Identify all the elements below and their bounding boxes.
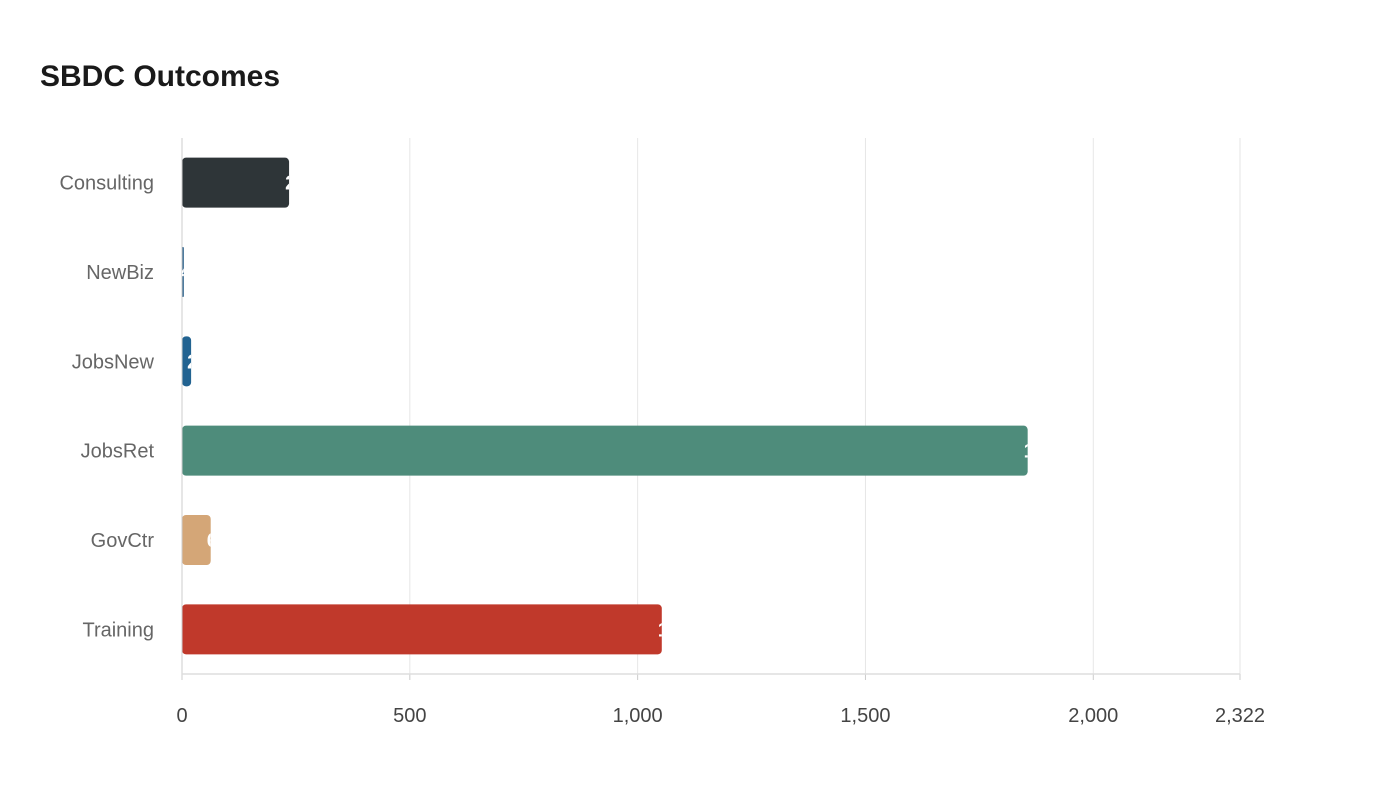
bar-jobsnew [182,336,192,387]
bar-consulting [182,157,290,208]
data-label: 63 [207,530,229,552]
data-label: 235 [285,173,318,195]
data-label: 20 [187,351,209,373]
x-tick-label: 2,322 [1215,705,1265,727]
bar-training [182,604,662,655]
bar-jobsret [182,425,1028,476]
category-label: NewBiz [86,262,154,284]
data-label: 1,856 [1024,441,1074,463]
data-label: 1,053 [658,619,708,641]
category-label: JobsRet [81,441,155,463]
gridlines [409,138,1241,674]
x-tick-label: 500 [393,705,426,727]
data-label: 4 [180,262,192,284]
x-tick-label: 2,000 [1068,705,1118,727]
bars [182,157,1028,655]
x-tick-label: 1,500 [840,705,890,727]
axes [181,138,1241,680]
category-label: Consulting [59,173,154,195]
bar-govctr [182,515,211,565]
labels: 0 500 1,000 1,500 2,000 2,322 Consulting 235 New… [59,173,1265,727]
chart-title: SBDC Outcomes [40,60,281,93]
x-tick-label: 1,000 [613,705,663,727]
category-label: GovCtr [91,530,155,552]
category-label: Training [82,619,154,641]
category-label: JobsNew [72,351,155,373]
x-tick-label: 0 [176,705,187,727]
